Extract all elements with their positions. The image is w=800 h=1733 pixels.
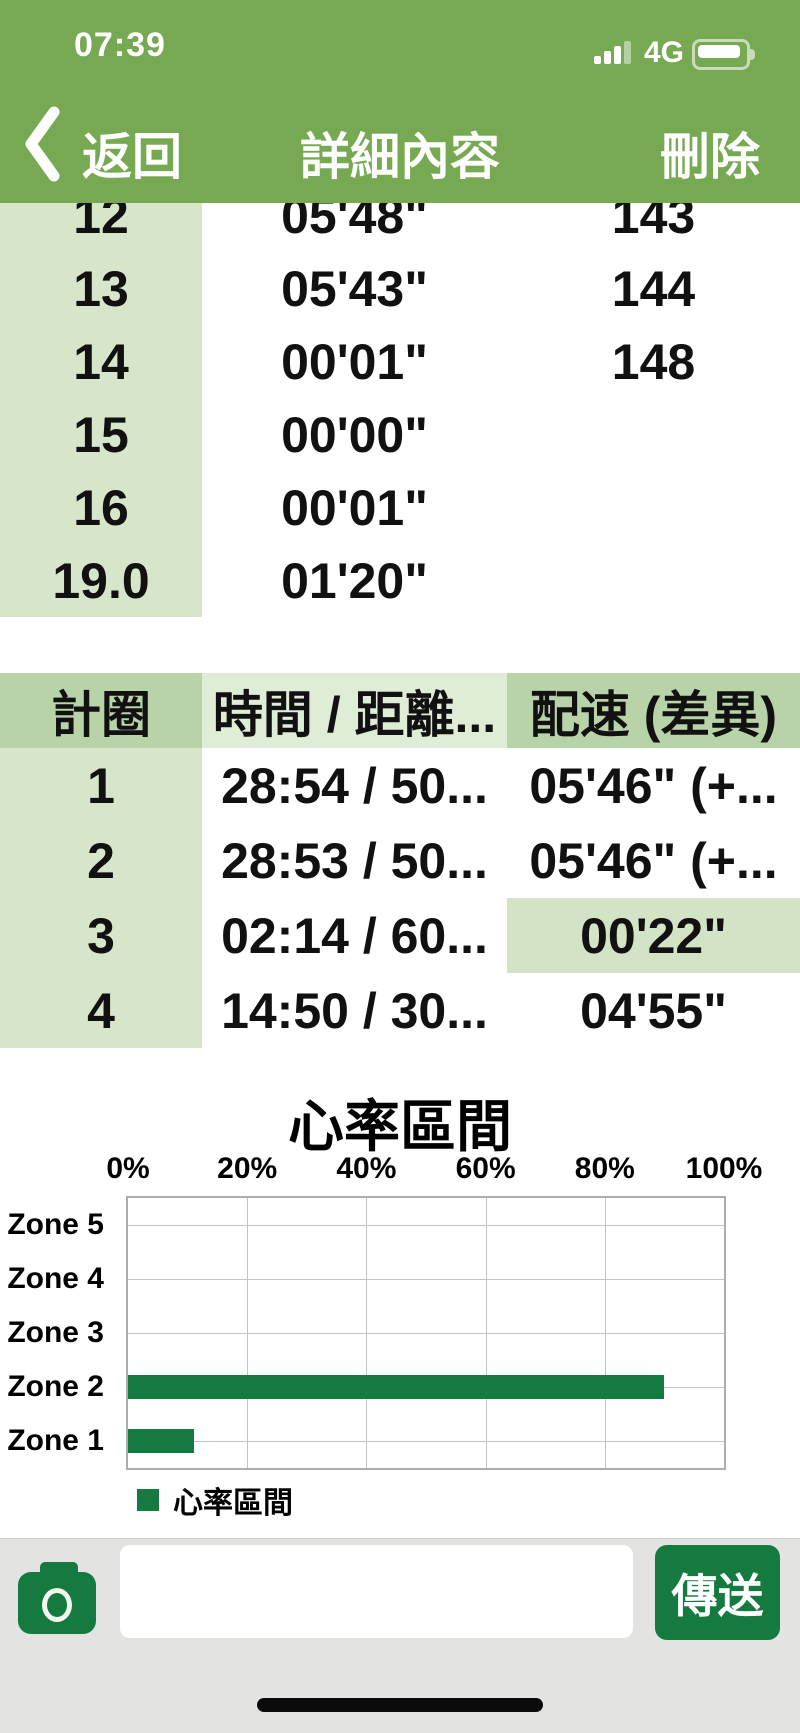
chart-zone-labels: Zone 5 Zone 4 Zone 3 Zone 2 Zone 1 bbox=[0, 1196, 114, 1470]
back-button[interactable]: 返回 bbox=[82, 129, 182, 185]
lap-hr-cell bbox=[507, 398, 800, 471]
pace-header: 配速 (差異) bbox=[507, 673, 800, 748]
x-tick-label: 100% bbox=[685, 1152, 763, 1185]
horizontal-gridline bbox=[128, 1279, 724, 1280]
pace-cell: 05'46" (+... bbox=[529, 832, 778, 889]
lap-number-cell: 19.0 bbox=[0, 544, 202, 617]
zone-label: Zone 4 bbox=[7, 1262, 104, 1295]
chart-legend: 心率區間 bbox=[137, 1478, 293, 1522]
lap-time-cell: 00'01" bbox=[281, 333, 428, 390]
camera-icon bbox=[40, 1562, 78, 1578]
x-tick-label: 80% bbox=[574, 1152, 635, 1185]
lap-hr-cell: 144 bbox=[611, 260, 696, 317]
chart-title: 心率區間 bbox=[288, 1095, 512, 1158]
x-tick-label: 20% bbox=[217, 1152, 278, 1185]
table-row: 13 05'43" 144 bbox=[0, 252, 800, 325]
zone-bar bbox=[128, 1429, 194, 1453]
zone-label: Zone 2 bbox=[7, 1370, 104, 1403]
time-distance-cell: 14:50 / 30... bbox=[221, 982, 488, 1039]
back-chevron-icon[interactable] bbox=[22, 106, 62, 182]
zone-label: Zone 1 bbox=[7, 1424, 104, 1457]
table-row: 15 00'00" bbox=[0, 398, 800, 471]
lap-number-cell: 14 bbox=[0, 325, 202, 398]
horizontal-gridline bbox=[128, 1441, 724, 1442]
home-indicator[interactable] bbox=[257, 1698, 543, 1712]
status-time: 07:39 bbox=[74, 26, 166, 64]
table-row: 1 28:54 / 50... 05'46" (+... bbox=[0, 748, 800, 823]
lap-time-cell: 01'20" bbox=[281, 552, 428, 609]
legend-swatch bbox=[137, 1489, 159, 1511]
time-distance-cell: 02:14 / 60... bbox=[221, 907, 488, 964]
lap-number-cell: 16 bbox=[0, 471, 202, 544]
legend-label: 心率區間 bbox=[173, 1487, 293, 1520]
bar-chart-plot-area bbox=[126, 1196, 726, 1470]
lap-time-cell: 00'00" bbox=[281, 406, 428, 463]
lap-number-cell: 1 bbox=[0, 748, 202, 823]
zone-bar bbox=[128, 1375, 665, 1399]
pace-cell: 04'55" bbox=[580, 982, 727, 1039]
x-tick-label: 0% bbox=[106, 1152, 150, 1185]
lap-hr-cell bbox=[507, 544, 800, 617]
status-nav-header: 07:39 4G 返回 詳細內容 刪除 bbox=[0, 0, 800, 203]
lap-hr-cell: 148 bbox=[611, 333, 696, 390]
lap-time-cell: 00'01" bbox=[281, 479, 428, 536]
pace-cell-highlighted: 00'22" bbox=[507, 898, 800, 973]
time-distance-cell: 28:54 / 50... bbox=[221, 757, 488, 814]
delete-button[interactable]: 刪除 bbox=[660, 129, 760, 185]
table-row: 16 00'01" bbox=[0, 471, 800, 544]
battery-icon bbox=[692, 39, 755, 70]
horizontal-gridline bbox=[128, 1225, 724, 1226]
table-row: 4 14:50 / 30... 04'55" bbox=[0, 973, 800, 1048]
chart-x-axis-labels: 0% 20% 40% 60% 80% 100% bbox=[0, 1152, 800, 1190]
table-row: 14 00'01" 148 bbox=[0, 325, 800, 398]
page-title: 詳細內容 bbox=[300, 129, 500, 185]
signal-strength-icon bbox=[594, 40, 636, 64]
lap-number-cell: 13 bbox=[0, 252, 202, 325]
table-row: 2 28:53 / 50... 05'46" (+... bbox=[0, 823, 800, 898]
pace-cell: 05'46" (+... bbox=[529, 757, 778, 814]
x-tick-label: 40% bbox=[336, 1152, 397, 1185]
lap-number-cell: 3 bbox=[0, 898, 202, 973]
lap-number-cell: 15 bbox=[0, 398, 202, 471]
horizontal-gridline bbox=[128, 1333, 724, 1334]
lap-table-header-row: 計圈 時間 / 距離... 配速 (差異) bbox=[0, 673, 800, 748]
table-row: 19.0 01'20" bbox=[0, 544, 800, 617]
send-button[interactable]: 傳送 bbox=[655, 1545, 780, 1640]
time-distance-header: 時間 / 距離... bbox=[202, 673, 507, 748]
lap-hr-cell bbox=[507, 471, 800, 544]
network-type-label: 4G bbox=[644, 36, 685, 69]
zone-label: Zone 5 bbox=[7, 1208, 104, 1241]
table-row: 3 02:14 / 60... 00'22" bbox=[0, 898, 800, 973]
lap-time-cell: 05'43" bbox=[281, 260, 428, 317]
lap-number-cell: 2 bbox=[0, 823, 202, 898]
message-input[interactable] bbox=[120, 1545, 633, 1638]
x-tick-label: 60% bbox=[455, 1152, 516, 1185]
lap-number-cell: 4 bbox=[0, 973, 202, 1048]
time-distance-cell: 28:53 / 50... bbox=[221, 832, 488, 889]
lap-header: 計圈 bbox=[0, 673, 202, 748]
camera-lens-icon bbox=[42, 1588, 72, 1622]
zone-label: Zone 3 bbox=[7, 1316, 104, 1349]
